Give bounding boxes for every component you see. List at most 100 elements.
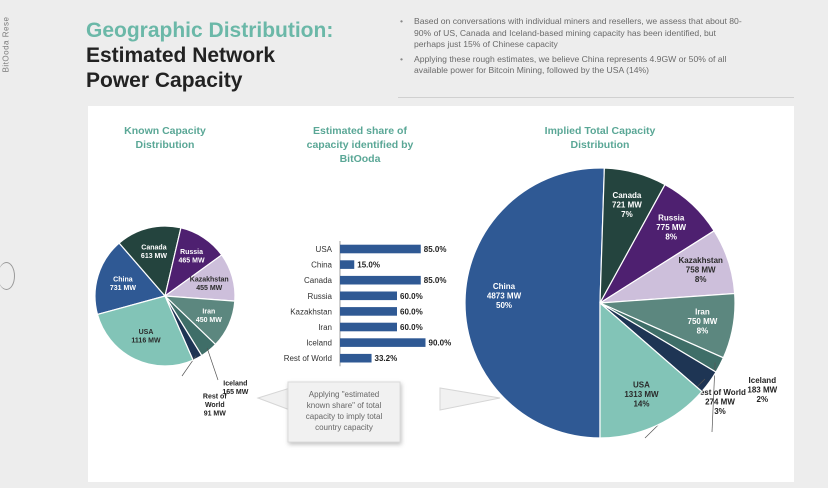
pie1-slice-usa xyxy=(96,295,194,367)
bar-category-label-usa: USA xyxy=(316,245,333,254)
notes-list: Based on conversations with individual m… xyxy=(398,16,748,80)
title-line-3: Power Capacity xyxy=(86,69,243,92)
bar-value-label-canada: 85.0% xyxy=(424,276,447,285)
pie2-label-usa: 14% xyxy=(633,399,649,408)
callout-arrow-right xyxy=(439,387,501,411)
bar-title-line: capacity identified by xyxy=(306,139,414,151)
side-logo-icon xyxy=(0,262,15,290)
pie2-slice-china xyxy=(464,167,605,439)
note-item: Applying these rough estimates, we belie… xyxy=(398,54,748,77)
pie2-title-line: Distribution xyxy=(570,139,630,151)
bar-category-label-russia: Russia xyxy=(308,292,333,301)
callout-rect xyxy=(287,381,401,443)
pie1-label-russia: 465 MW xyxy=(179,258,205,265)
pie1-label-iran: 450 MW xyxy=(196,317,222,324)
pie1-label-rest-of-world: Rest of xyxy=(203,394,227,401)
callout-line: Applying "estimated xyxy=(309,390,379,399)
bar-usa xyxy=(340,244,421,254)
bar-kazakhstan xyxy=(340,307,397,316)
callout-line: known share" of total xyxy=(307,401,382,410)
pie1-label-kazakhstan: Kazakhstan xyxy=(190,277,229,284)
bar-value-label-kazakhstan: 60.0% xyxy=(400,307,423,316)
bar-value-label-usa: 85.0% xyxy=(424,245,447,254)
pie2-title-line: Implied Total Capacity xyxy=(544,125,656,137)
callout-line: capacity to imply total xyxy=(306,412,383,421)
callout-line: country capacity xyxy=(315,423,373,432)
pie1-label-usa: USA xyxy=(139,329,154,336)
pie1-title: Known Capacity Distribution xyxy=(105,124,225,152)
pie1-label-rest-of-world: World xyxy=(205,402,225,409)
pie2-label-canada: 7% xyxy=(621,210,633,219)
pie2-label-canada: Canada xyxy=(612,191,641,200)
bar-value-label-iran: 60.0% xyxy=(400,323,423,332)
callout-arrow-left xyxy=(256,387,291,411)
pie2-label-china: China xyxy=(493,282,516,291)
pie2-label-rest-of-world: 3% xyxy=(714,407,726,416)
pie2-label-usa: 1313 MW xyxy=(624,390,659,399)
pie2-label-iceland: Iceland xyxy=(749,376,777,385)
pie2-label-russia: 8% xyxy=(665,233,677,242)
pie2-label-iran: 8% xyxy=(697,326,709,335)
bar-chart-share: USA 85.0% China 15.0% Canada 85.0% Russia 60.0%… xyxy=(284,241,452,367)
bar-title: Estimated share of capacity identified b… xyxy=(295,124,425,166)
bar-value-label-rest-of-world: 33.2% xyxy=(375,354,398,363)
callout-box: Applying "estimated known share" of tota… xyxy=(256,381,501,443)
pie2-label-rest-of-world: Rest of World xyxy=(694,388,746,397)
bar-title-line: BitOoda xyxy=(339,153,381,165)
pie1-label-iceland: Iceland xyxy=(223,380,247,387)
pie1-label-iran: Iran xyxy=(202,309,215,316)
pie1-label-rest-of-world: 91 MW xyxy=(204,411,227,418)
pie2-label-kazakhstan: 8% xyxy=(695,275,707,284)
note-item: Based on conversations with individual m… xyxy=(398,16,748,51)
pie1-label-usa: 1116 MW xyxy=(131,337,161,344)
pie2-slice-usa xyxy=(599,301,703,439)
pie2-label-rest-of-world: 274 MW xyxy=(705,397,735,406)
bar-category-label-rest-of-world: Rest of World xyxy=(284,354,332,363)
pie2-label-china: 50% xyxy=(496,301,512,310)
pie1-label-china: 731 MW xyxy=(110,285,136,292)
title-line-2: Estimated Network xyxy=(86,44,276,67)
pie1-leader-iceland xyxy=(206,348,219,381)
bar-iceland xyxy=(340,338,426,347)
pie2-title: Implied Total Capacity Distribution xyxy=(525,124,675,152)
pie2-label-iceland: 2% xyxy=(757,395,769,404)
pie1-label-china: China xyxy=(113,276,133,283)
bar-category-label-iceland: Iceland xyxy=(306,339,332,348)
pie2-label-iran: 750 MW xyxy=(688,317,718,326)
pie2-label-russia: Russia xyxy=(658,214,685,223)
pie1-label-kazakhstan: 455 MW xyxy=(196,285,222,292)
pie1-slice-china xyxy=(94,242,167,316)
pie1-title-line: Known Capacity xyxy=(124,125,206,137)
page-title: Geographic Distribution: Estimated Netwo… xyxy=(86,18,333,93)
bar-iran xyxy=(340,322,397,332)
bar-china xyxy=(340,260,355,269)
bar-value-label-china: 15.0% xyxy=(357,261,380,270)
pie2-label-iran: Iran xyxy=(695,307,710,316)
bar-canada xyxy=(340,275,421,285)
pie2-label-kazakhstan: Kazakhstan xyxy=(678,256,723,265)
pie2-label-kazakhstan: 758 MW xyxy=(686,266,716,275)
bar-title-line: Estimated share of xyxy=(313,125,407,137)
title-line-1: Geographic Distribution: xyxy=(86,19,334,42)
pie2-label-china: 4873 MW xyxy=(487,291,522,300)
divider xyxy=(398,97,794,98)
pie2-label-canada: 721 MW xyxy=(612,200,642,209)
pie2-label-usa: USA xyxy=(633,380,650,389)
pie2-label-iceland: 183 MW xyxy=(747,386,777,395)
pie1-label-canada: Canada xyxy=(141,245,166,252)
pie1-label-canada: 613 MW xyxy=(141,253,167,260)
bar-category-label-iran: Iran xyxy=(318,323,332,332)
bar-rest-of-world xyxy=(340,353,372,363)
bar-value-label-iceland: 90.0% xyxy=(429,339,452,348)
pie1-leader-rest-of-world xyxy=(181,355,197,377)
pie2-label-russia: 775 MW xyxy=(656,223,686,232)
pie1-label-iceland: 165 MW xyxy=(222,389,248,396)
pie1-slice-canada xyxy=(118,225,182,298)
bar-value-label-russia: 60.0% xyxy=(400,292,423,301)
bar-category-label-china: China xyxy=(311,261,332,270)
bar-category-label-canada: Canada xyxy=(304,276,333,285)
